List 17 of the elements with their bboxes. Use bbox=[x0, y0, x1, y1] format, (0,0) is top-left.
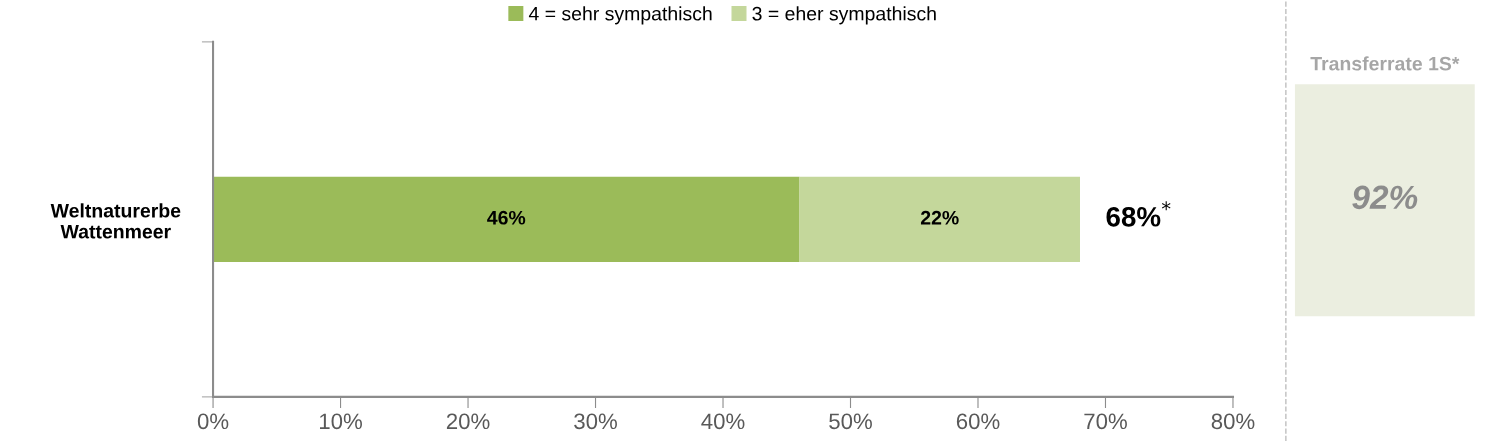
x-tick-label: 20% bbox=[446, 413, 490, 430]
x-tick-label: 40% bbox=[701, 413, 745, 430]
text: Transferrate 1S* bbox=[1310, 56, 1460, 71]
total-label: 68%$^{*}$ bbox=[1106, 201, 1171, 227]
y-tick-label: Weltnaturerbe Wattenmeer bbox=[50, 203, 181, 239]
x-tick-label: 60% bbox=[956, 413, 1000, 430]
x-tick-label: 80% bbox=[1211, 413, 1255, 430]
text: 92% bbox=[1352, 185, 1418, 210]
data-label: 46% bbox=[487, 210, 526, 225]
x-tick-label: 0% bbox=[197, 413, 229, 430]
legend-label: 3 = eher sympathisch bbox=[752, 6, 936, 25]
legend-label: 4 = sehr sympathisch bbox=[528, 6, 712, 25]
x-tick-label: 70% bbox=[1084, 413, 1127, 430]
x-tick-label: 50% bbox=[829, 413, 872, 430]
x-tick-label: 10% bbox=[320, 413, 362, 430]
x-tick-label: 30% bbox=[574, 413, 617, 430]
data-label: 22% bbox=[920, 210, 959, 225]
